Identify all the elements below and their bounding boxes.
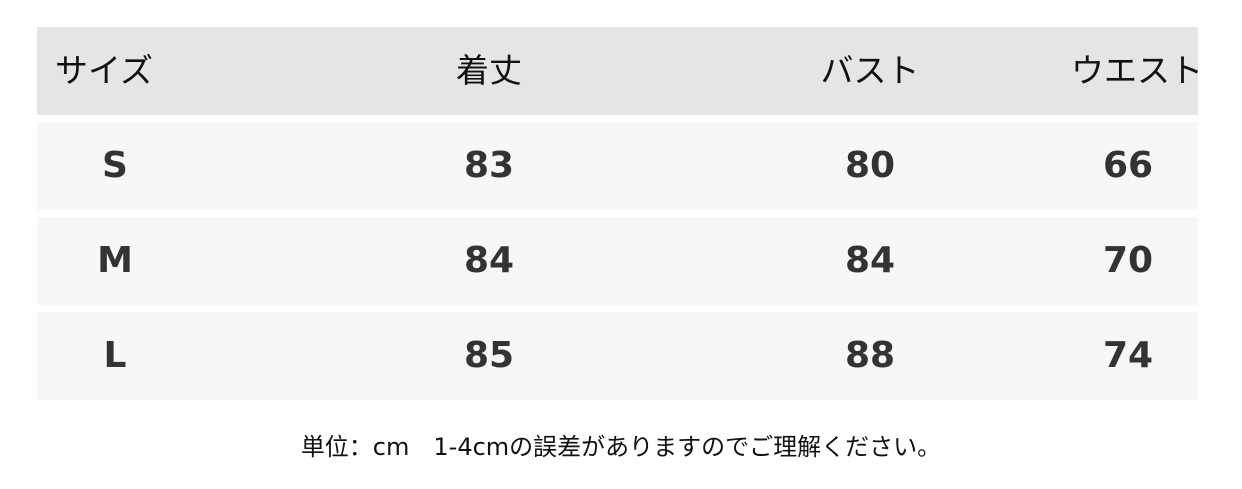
cell-size: M: [97, 240, 133, 281]
cell-waist: 74: [1102, 335, 1154, 376]
header-bust: バスト: [820, 51, 920, 90]
table-row: M 84 84 70: [37, 217, 1198, 305]
header-size: サイズ: [55, 51, 154, 90]
cell-bust: 84: [844, 240, 896, 281]
cell-length: 83: [463, 145, 515, 186]
header-waist: ウエスト: [1071, 51, 1203, 90]
cell-size: L: [103, 335, 127, 376]
cell-waist: 70: [1102, 240, 1154, 281]
table-row: L 85 88 74: [37, 312, 1198, 400]
cell-length: 84: [463, 240, 515, 281]
unit-note: 単位：cm 1-4cmの誤差がありますのでご理解ください。: [300, 433, 942, 461]
cell-waist: 66: [1102, 145, 1154, 186]
table-header: サイズ 着丈 バスト ウエスト: [37, 27, 1203, 115]
cell-size: S: [102, 145, 128, 186]
cell-bust: 80: [844, 145, 896, 186]
table-row: S 83 80 66: [37, 122, 1198, 210]
header-length: 着丈: [456, 51, 522, 90]
cell-bust: 88: [844, 335, 896, 376]
cell-length: 85: [463, 335, 515, 376]
